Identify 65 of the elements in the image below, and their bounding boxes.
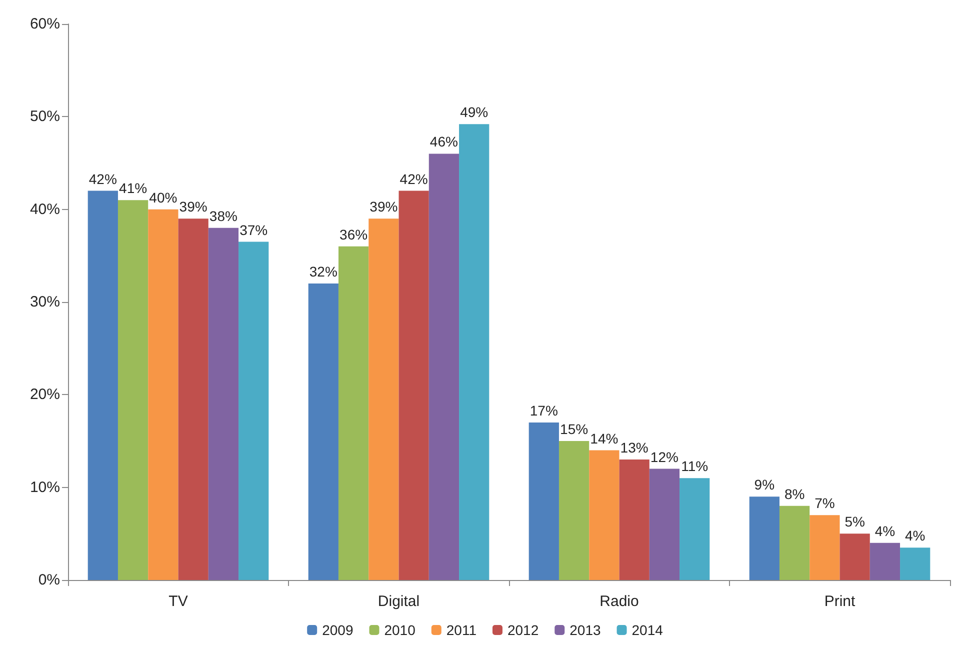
data-label: 41%	[119, 180, 148, 196]
bar	[178, 218, 208, 580]
x-tick-label: Radio	[600, 593, 639, 610]
bar	[528, 422, 559, 580]
data-label: 11%	[681, 458, 708, 474]
bar	[840, 534, 870, 580]
y-tick-label: 40%	[30, 200, 60, 218]
legend-label: 2014	[632, 622, 664, 638]
y-tick-label: 20%	[30, 386, 60, 404]
data-label: 38%	[209, 208, 238, 224]
y-tick-label: 10%	[30, 478, 60, 496]
bar	[680, 478, 710, 580]
bar	[810, 515, 840, 580]
data-label: 36%	[340, 226, 368, 242]
data-label: 5%	[844, 514, 865, 530]
legend-label: 2009	[322, 622, 354, 638]
bar	[398, 190, 429, 580]
y-tick-label: 50%	[30, 108, 60, 126]
data-label: 4%	[904, 528, 926, 544]
data-label: 8%	[784, 486, 805, 502]
data-label: 42%	[400, 170, 428, 187]
bar	[238, 242, 269, 580]
bar	[779, 506, 810, 580]
bar	[148, 209, 178, 580]
y-tick-label: 0%	[38, 572, 60, 588]
data-label: 49%	[460, 104, 488, 120]
bar	[118, 200, 148, 580]
bar	[308, 283, 338, 580]
data-label: 17%	[530, 402, 558, 418]
data-label: 14%	[590, 430, 618, 446]
data-label: 15%	[560, 421, 588, 437]
bar	[88, 190, 118, 580]
data-label: 46%	[430, 134, 458, 150]
bar	[368, 218, 399, 580]
legend-label: 2012	[507, 622, 539, 638]
data-label: 42%	[88, 170, 117, 187]
y-tick-label: 30%	[30, 294, 60, 310]
legend-label: 2013	[570, 622, 601, 638]
legend-label: 2010	[384, 622, 416, 638]
bar	[619, 460, 650, 580]
x-tick-label: Digital	[378, 593, 420, 610]
bar	[558, 441, 590, 580]
bar	[900, 548, 930, 580]
bar	[589, 450, 620, 580]
legend-label: 2011	[446, 622, 477, 638]
data-label: 13%	[620, 440, 648, 456]
x-tick-label: TV	[168, 593, 188, 610]
data-label: 39%	[179, 198, 208, 215]
bar	[749, 496, 780, 580]
bar	[428, 154, 460, 580]
bar	[870, 542, 900, 580]
data-label: 12%	[650, 448, 678, 465]
data-label: 32%	[309, 263, 338, 280]
bar	[649, 468, 680, 580]
data-label: 9%	[754, 476, 775, 493]
bar	[208, 228, 239, 580]
y-tick-label: 60%	[30, 16, 60, 32]
data-label: 4%	[874, 522, 896, 539]
data-label: 7%	[814, 495, 835, 512]
bar	[459, 124, 490, 580]
data-label: 39%	[370, 198, 398, 215]
x-tick-label: Print	[824, 593, 856, 610]
bar	[338, 246, 369, 580]
data-label: 37%	[240, 222, 268, 238]
data-label: 40%	[149, 189, 178, 206]
